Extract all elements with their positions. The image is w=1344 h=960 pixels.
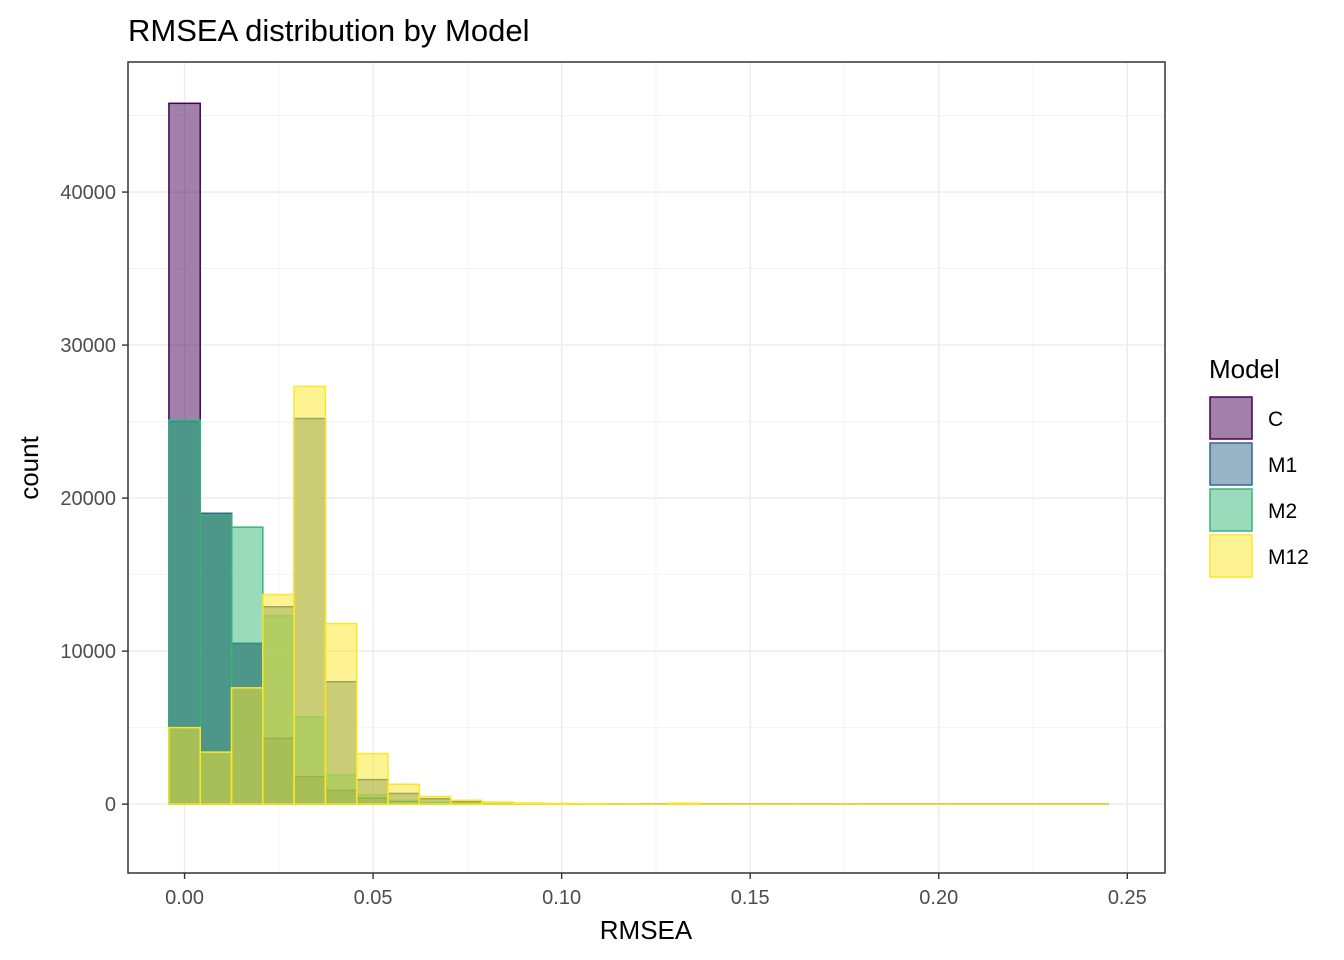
bar-M12 — [449, 799, 483, 805]
legend: Model C M1 M2 M12 — [1209, 354, 1309, 578]
bars — [168, 102, 1109, 805]
y-tick-label: 0 — [105, 794, 116, 816]
x-tick-label: 0.25 — [1108, 887, 1147, 909]
x-tick-label: 0.10 — [542, 887, 581, 909]
x-tick-label: 0.20 — [919, 887, 958, 909]
bar-M12 — [199, 751, 233, 805]
y-tick-label: 40000 — [60, 182, 116, 204]
y-axis-title: count — [14, 435, 44, 499]
bar-M12 — [543, 802, 577, 805]
bar-M12 — [481, 801, 514, 805]
legend-label: M1 — [1268, 454, 1297, 477]
x-tick-label: 0.05 — [354, 887, 393, 909]
legend-label: M2 — [1268, 500, 1297, 523]
legend-label: C — [1268, 408, 1283, 431]
legend-key — [1209, 534, 1253, 578]
x-tick-label: 0.15 — [731, 887, 770, 909]
chart-title: RMSEA distribution by Model — [128, 13, 529, 48]
bar-M12 — [324, 622, 358, 805]
y-axis-ticks: 0 10000 20000 30000 40000 — [60, 182, 128, 816]
x-axis-title: RMSEA — [600, 915, 693, 945]
legend-label: M12 — [1268, 546, 1309, 569]
y-tick-label: 30000 — [60, 335, 116, 357]
plot-panel-border — [127, 61, 1166, 874]
bar-M12 — [355, 752, 389, 805]
bar-M12 — [418, 795, 452, 805]
series-M12 — [168, 385, 1109, 805]
legend-item-C: C — [1209, 396, 1283, 440]
bar-M12 — [262, 593, 295, 805]
y-tick-label: 10000 — [60, 641, 116, 663]
bar-M12 — [512, 802, 546, 805]
bar-M12 — [168, 726, 201, 805]
legend-key — [1209, 488, 1253, 532]
legend-item-M2: M2 — [1209, 488, 1297, 532]
bar-M12 — [668, 802, 702, 805]
legend-title: Model — [1209, 354, 1280, 384]
legend-item-M12: M12 — [1209, 534, 1309, 578]
legend-key — [1209, 442, 1253, 486]
legend-key — [1209, 396, 1253, 440]
legend-item-M1: M1 — [1209, 442, 1297, 486]
y-tick-label: 20000 — [60, 488, 116, 510]
bar-M12 — [230, 687, 264, 805]
bar-M12 — [293, 385, 327, 805]
x-tick-label: 0.00 — [165, 887, 204, 909]
x-axis-ticks: 0.00 0.05 0.10 0.15 0.20 0.25 — [165, 873, 1147, 909]
bar-M12 — [387, 783, 421, 805]
